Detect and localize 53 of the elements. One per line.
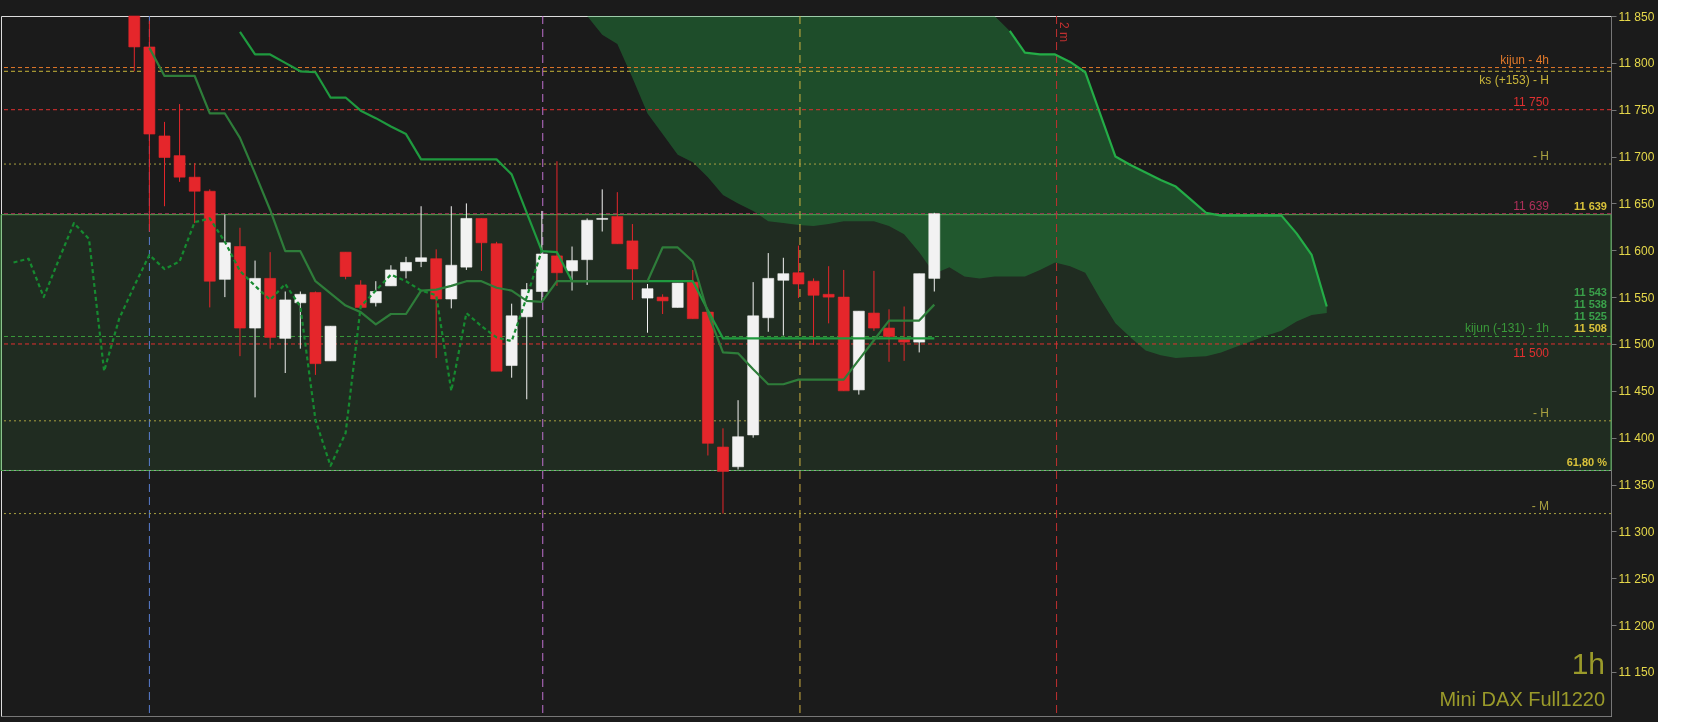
ref-line-label: 11 639 bbox=[1513, 198, 1550, 213]
candlestick bbox=[188, 162, 201, 224]
candlestick bbox=[551, 160, 563, 287]
candlestick bbox=[294, 291, 307, 350]
candlestick bbox=[868, 270, 880, 332]
ref-line-label: - M bbox=[1531, 498, 1549, 513]
annotation: 2 m bbox=[1056, 22, 1071, 43]
candlestick bbox=[158, 121, 171, 207]
candlestick bbox=[777, 257, 790, 337]
ref-line-label: kijun (-131) - 1h bbox=[1464, 321, 1549, 336]
line-series bbox=[12, 217, 543, 467]
y-tick-label: 11 700 bbox=[1618, 150, 1655, 165]
ref-line-label: 11 750 bbox=[1513, 94, 1550, 109]
y-tick-label: 11 850 bbox=[1618, 9, 1655, 24]
candlestick bbox=[596, 188, 609, 233]
annotation: 11 639 bbox=[1573, 199, 1607, 212]
ref-line-label: 11 500 bbox=[1513, 345, 1550, 360]
y-tick-label: 11 250 bbox=[1618, 571, 1655, 586]
candlestick bbox=[385, 264, 397, 287]
annotation: 61,80 % bbox=[1566, 456, 1608, 469]
candlestick bbox=[566, 246, 578, 292]
annotation: 11 508 bbox=[1573, 322, 1607, 335]
line-series bbox=[148, 46, 936, 386]
candlestick bbox=[792, 245, 805, 299]
y-tick-label: 11 600 bbox=[1618, 243, 1655, 258]
y-tick-label: 11 800 bbox=[1618, 56, 1655, 71]
y-tick-label: 11 750 bbox=[1618, 103, 1655, 118]
candlestick bbox=[400, 256, 412, 279]
ref-line-label: kijun - 4h bbox=[1500, 52, 1549, 67]
candlestick bbox=[641, 283, 654, 334]
ref-line-label: - H bbox=[1533, 149, 1549, 164]
line-series bbox=[1008, 29, 1328, 308]
annotation: 1h bbox=[1571, 647, 1605, 680]
annotation: 11 538 bbox=[1573, 298, 1607, 311]
annotation: Mini DAX Full1220 bbox=[1439, 688, 1605, 710]
candlestick bbox=[415, 205, 427, 268]
candlestick bbox=[822, 265, 835, 324]
y-tick-label: 11 450 bbox=[1618, 384, 1655, 399]
y-tick-label: 11 500 bbox=[1618, 337, 1655, 352]
y-tick-label: 11 150 bbox=[1618, 665, 1655, 680]
y-tick-label: 11 650 bbox=[1618, 196, 1655, 211]
ref-line-label: - H bbox=[1533, 405, 1549, 420]
candlestick bbox=[656, 293, 669, 315]
y-tick-label: 11 350 bbox=[1618, 478, 1655, 493]
annotation: 11 525 bbox=[1573, 310, 1607, 323]
y-tick-label: 11 200 bbox=[1618, 618, 1655, 633]
y-tick-label: 11 400 bbox=[1618, 431, 1655, 446]
y-tick-label: 11 550 bbox=[1618, 290, 1655, 305]
ref-line-label: ks (+153) - H bbox=[1479, 73, 1549, 88]
candlestick bbox=[370, 280, 382, 307]
candlestick bbox=[354, 279, 367, 308]
annotation: 11 543 bbox=[1573, 286, 1607, 299]
y-tick-label: 11 300 bbox=[1618, 524, 1655, 539]
